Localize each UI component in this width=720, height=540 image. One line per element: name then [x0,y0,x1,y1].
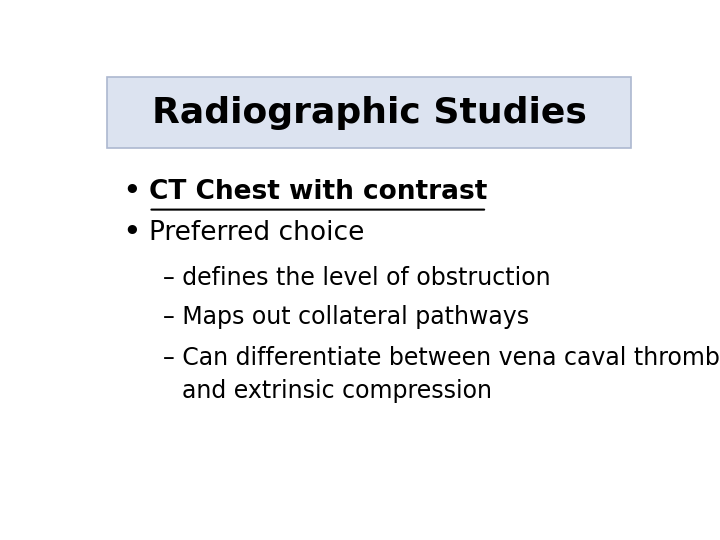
Text: CT Chest with contrast: CT Chest with contrast [148,179,487,205]
Text: and extrinsic compression: and extrinsic compression [182,379,492,403]
Text: Radiographic Studies: Radiographic Studies [152,96,586,130]
Text: •: • [124,220,140,246]
Text: •: • [124,179,140,205]
Text: Preferred choice: Preferred choice [148,220,364,246]
Text: – Can differentiate between vena caval thrombosis: – Can differentiate between vena caval t… [163,346,720,370]
Text: – Maps out collateral pathways: – Maps out collateral pathways [163,305,528,329]
Text: – defines the level of obstruction: – defines the level of obstruction [163,266,550,289]
FancyBboxPatch shape [107,77,631,148]
